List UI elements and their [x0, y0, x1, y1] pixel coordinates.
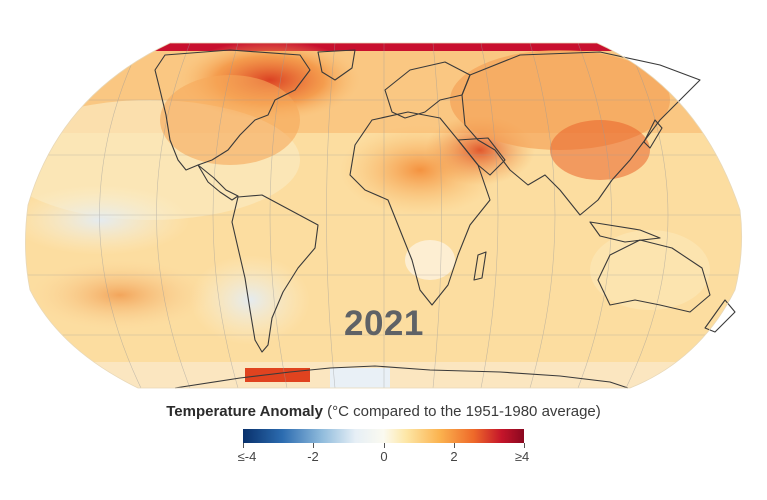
south-america-coast [231, 194, 319, 353]
tick-label-pos2: 2 [450, 449, 458, 464]
globe-outline [25, 42, 743, 389]
tick-mark [384, 443, 385, 448]
europe-coast [384, 61, 471, 119]
madagascar-coast [473, 251, 487, 281]
tick-label-neg2: -2 [307, 449, 319, 464]
legend-title: Temperature Anomaly (°C compared to the … [0, 404, 767, 419]
legend-title-rest: (°C compared to the 1951-1980 average) [322, 403, 601, 420]
tick-label-max: ≥4 [514, 449, 530, 464]
year-label: 2021 [344, 304, 424, 343]
graticule [25, 43, 742, 388]
color-scale-bar [243, 429, 524, 443]
tick-mark [243, 443, 244, 448]
tick-label-min: ≤-4 [237, 449, 257, 464]
coastlines [154, 49, 736, 389]
tick-mark [524, 443, 525, 448]
indonesia-coast [589, 221, 661, 243]
greenland-coast [317, 49, 356, 81]
asia-coast [461, 51, 701, 216]
north-america-coast [154, 49, 311, 171]
australia-coast [597, 239, 711, 313]
legend-title-bold: Temperature Anomaly [166, 403, 323, 420]
antarctica-coast [174, 365, 629, 389]
africa-coast [349, 111, 491, 306]
japan-coast [643, 119, 663, 149]
tick-label-zero: 0 [380, 449, 388, 464]
arabia-coast [457, 137, 506, 176]
central-america-coast [197, 164, 239, 201]
tick-mark [313, 443, 314, 448]
new-zealand-coast [704, 299, 736, 333]
tick-mark [454, 443, 455, 448]
